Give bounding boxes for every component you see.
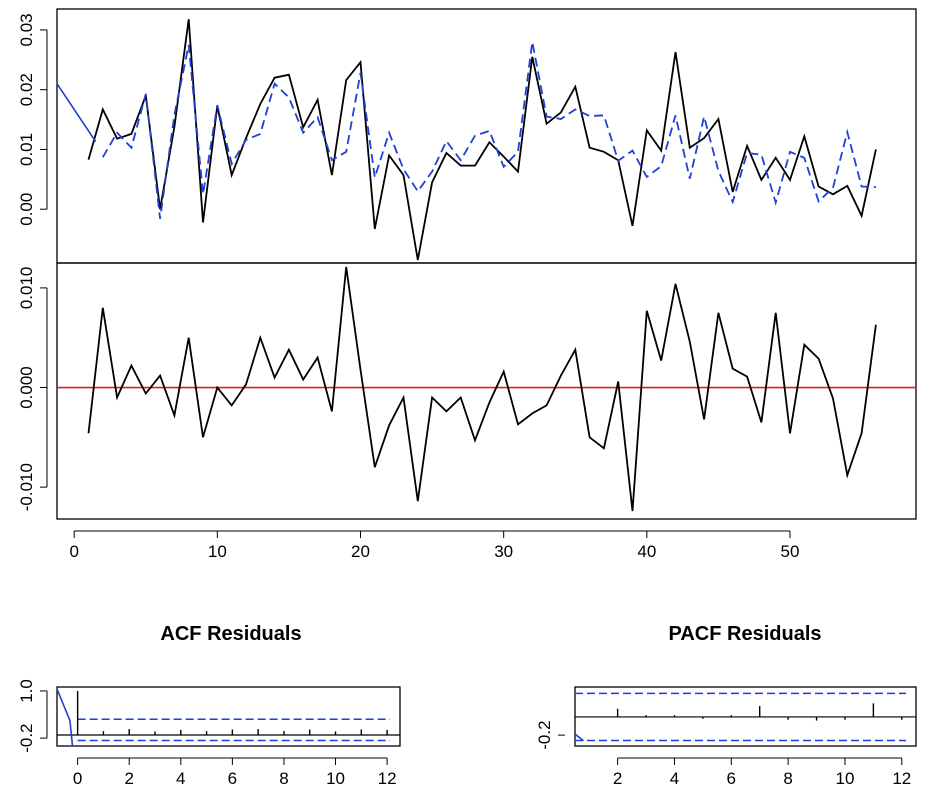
acf-x-tick-label: 0 xyxy=(73,769,82,788)
acf-panel: ACF Residuals 1.0 -0.2 0 2 4 6 8 10 12 xyxy=(17,623,401,788)
acf-x-tick-label: 2 xyxy=(124,769,133,788)
residuals-x-tick-label: 30 xyxy=(494,542,513,561)
pacf-panel: PACF Residuals -0.2 2 4 6 8 10 12 xyxy=(535,623,917,788)
acf-x-tick-label: 8 xyxy=(279,769,288,788)
pacf-title: PACF Residuals xyxy=(669,623,822,645)
acf-x-tick-label: 12 xyxy=(378,769,397,788)
residuals-x-tick-label: 50 xyxy=(781,542,800,561)
acf-panel-frame xyxy=(56,686,401,747)
residuals-y-tick-label: 0.010 xyxy=(17,267,36,310)
acf-x-axis: 0 2 4 6 8 10 12 xyxy=(73,757,397,788)
acf-y-tick-label: -0.2 xyxy=(17,723,36,752)
acf-y-axis: 1.0 -0.2 xyxy=(17,679,48,753)
residuals-x-axis: 0 10 20 30 40 50 xyxy=(69,530,800,561)
pacf-x-axis: 2 4 6 8 10 12 xyxy=(613,757,911,788)
pacf-x-tick-label: 4 xyxy=(670,769,679,788)
pacf-y-axis: -0.2 xyxy=(535,720,565,750)
fitted-series-line xyxy=(102,41,876,219)
residuals-y-tick-label: -0.010 xyxy=(17,463,36,511)
fit-y-axis: 0.00 0.01 0.02 0.03 xyxy=(17,13,48,226)
pacf-series xyxy=(574,692,916,742)
acf-overlay-line xyxy=(56,688,74,747)
actual-series-line xyxy=(87,19,877,261)
residuals-x-tick-label: 20 xyxy=(351,542,370,561)
residuals-series-line xyxy=(87,266,877,512)
acf-x-tick-label: 10 xyxy=(326,769,345,788)
fit-y-tick-label: 0.00 xyxy=(17,193,36,226)
residuals-y-tick-label: 0.000 xyxy=(17,366,36,409)
pacf-x-tick-label: 10 xyxy=(835,769,854,788)
residuals-x-tick-label: 10 xyxy=(208,542,227,561)
residuals-x-tick-label: 40 xyxy=(637,542,656,561)
acf-series xyxy=(56,688,400,747)
fitted-start-line xyxy=(56,83,97,143)
pacf-y-tick-label: -0.2 xyxy=(535,720,554,749)
pacf-x-tick-label: 12 xyxy=(892,769,911,788)
pacf-x-tick-label: 2 xyxy=(613,769,622,788)
fit-y-tick-label: 0.01 xyxy=(17,133,36,166)
pacf-x-tick-label: 8 xyxy=(783,769,792,788)
acf-y-tick-label: 1.0 xyxy=(17,679,36,703)
fit-series xyxy=(56,19,877,261)
residuals-series xyxy=(57,266,916,512)
acf-x-tick-label: 4 xyxy=(176,769,185,788)
residuals-panel-frame xyxy=(56,262,917,520)
residuals-panel: 0.010 0.000 -0.010 0 10 20 30 40 50 xyxy=(17,262,917,561)
pacf-overlay-line xyxy=(574,733,584,742)
fit-y-tick-label: 0.02 xyxy=(17,73,36,106)
fit-y-tick-label: 0.03 xyxy=(17,13,36,46)
fit-panel: 0.00 0.01 0.02 0.03 xyxy=(17,8,917,264)
pacf-x-tick-label: 6 xyxy=(727,769,736,788)
acf-x-tick-label: 6 xyxy=(228,769,237,788)
residuals-y-axis: 0.010 0.000 -0.010 xyxy=(17,267,48,511)
acf-title: ACF Residuals xyxy=(160,623,301,645)
residuals-x-tick-label: 0 xyxy=(69,542,78,561)
